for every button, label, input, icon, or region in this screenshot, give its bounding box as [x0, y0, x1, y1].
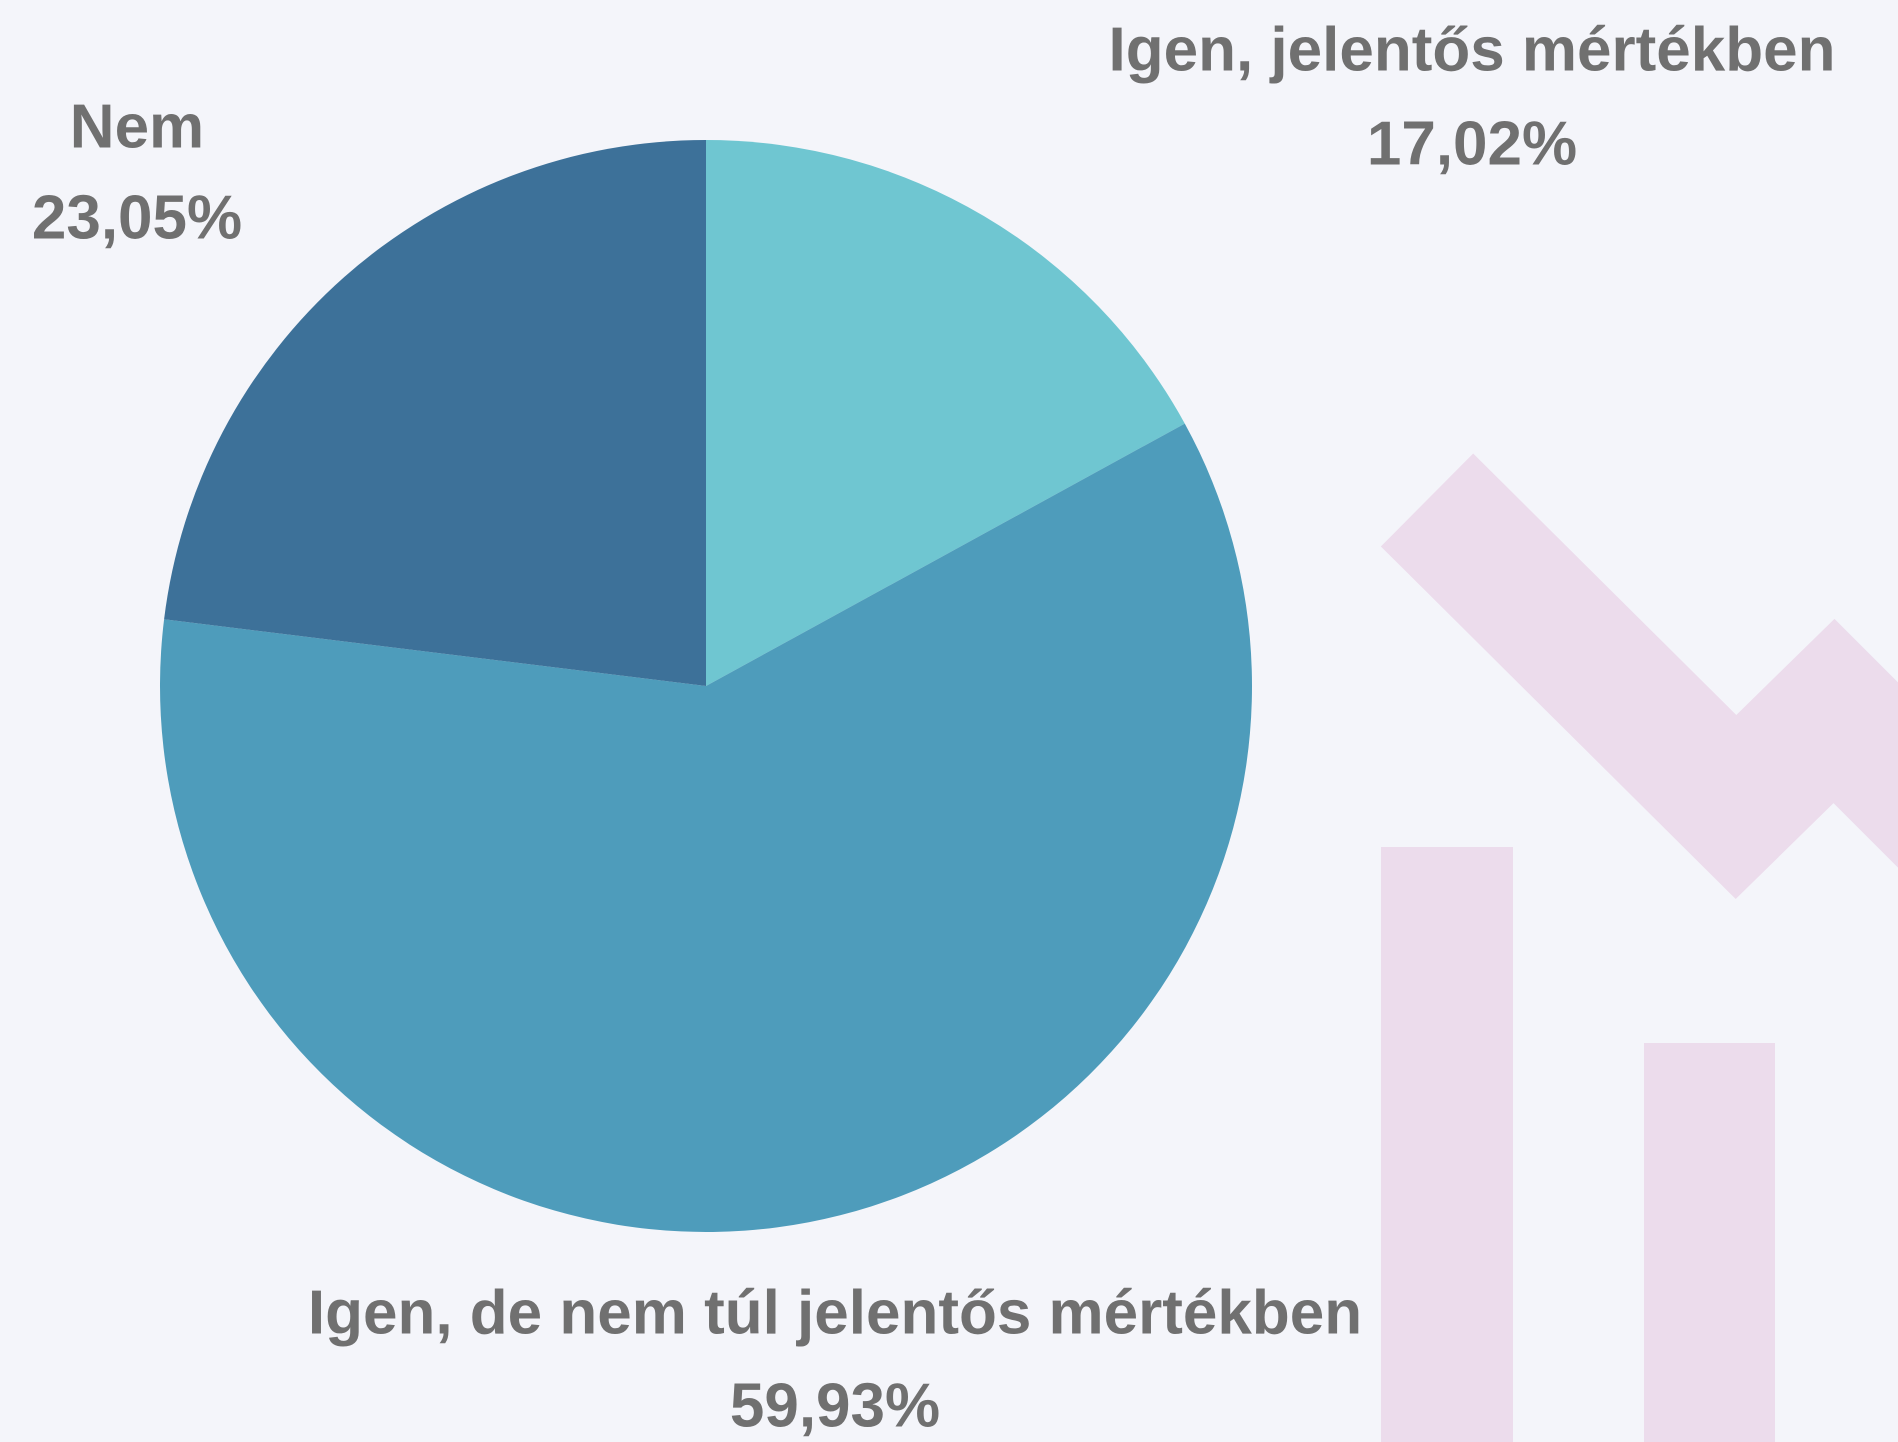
decor-bar — [1381, 847, 1513, 1442]
chart: Igen, jelentős mértékben 17,02% Igen, de n… — [0, 0, 1898, 1442]
pie — [160, 140, 1252, 1232]
slice-label: Nem — [70, 92, 204, 161]
decor-bar — [1644, 1043, 1775, 1442]
value-label: 23,05% — [32, 183, 242, 252]
value-label: 59,93% — [730, 1371, 940, 1440]
slice-label: Igen, de nem túl jelentős mértékben — [308, 1278, 1362, 1347]
value-label: 17,02% — [1367, 109, 1577, 178]
slice-label: Igen, jelentős mértékben — [1109, 15, 1836, 84]
